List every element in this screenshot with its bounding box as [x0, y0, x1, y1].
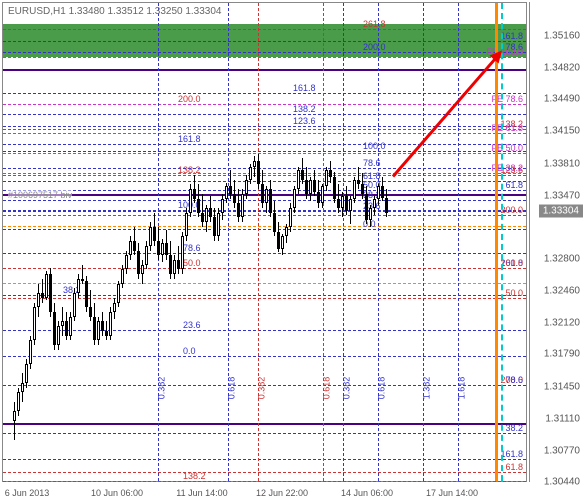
y-axis-label: 1.33810 — [544, 158, 580, 169]
fib-level-line — [3, 41, 526, 42]
time-fib-label: 1.618 — [456, 377, 466, 400]
fib-level-line — [3, 211, 526, 212]
y-axis-label: 1.31450 — [544, 381, 580, 392]
time-fib-label: 0.618 — [321, 377, 331, 400]
fib-level-line — [3, 168, 526, 169]
time-fib-line — [458, 3, 459, 481]
fib-level-line — [3, 226, 526, 227]
fib-level-label: 78.6 — [505, 375, 523, 385]
time-fib-line — [501, 3, 503, 481]
fib-level-line — [3, 57, 526, 58]
time-fib-line — [323, 3, 324, 481]
fib-level-label: 138.2 — [293, 104, 316, 114]
time-fib-label: 0.382 — [341, 377, 351, 400]
fib-level-line — [3, 173, 526, 174]
fib-level-line — [3, 181, 526, 182]
fib-level-label: 100.0 — [363, 141, 386, 151]
fib-level-line — [3, 144, 526, 145]
fib-level-line — [3, 69, 526, 71]
time-fib-label: 0.382 — [156, 377, 166, 400]
fib-level-label: 50.0 — [183, 258, 201, 268]
chart-title: EURUSD,H1 1.33480 1.33512 1.33250 1.3330… — [8, 6, 222, 17]
fib-level-line — [3, 253, 526, 254]
y-axis-label: 1.30770 — [544, 445, 580, 456]
fib-level-line — [3, 126, 526, 127]
fib-level-line — [3, 295, 526, 296]
account-label: #100697517 biv — [8, 190, 72, 200]
fib-level-line — [3, 175, 526, 176]
fib-level-label: 138.2 — [178, 165, 201, 175]
y-axis-label: 1.34820 — [544, 63, 580, 74]
fib-level-label: 50.0 — [505, 288, 523, 298]
fib-level-label: 261.8 — [363, 19, 386, 29]
y-axis-label: 1.31110 — [545, 413, 580, 424]
time-axis: 6 Jun 2013 10 Jun 06:00 11 Jun 14:00 12 Jun… — [2, 482, 527, 498]
fib-level-line — [3, 215, 526, 216]
fib-level-label: 161.8 — [293, 83, 316, 93]
fib-level-line — [3, 153, 526, 154]
y-axis-label: 1.30440 — [544, 477, 580, 488]
time-fib-line — [423, 3, 424, 481]
time-fib-line — [378, 3, 379, 481]
time-fib-label: 0.618 — [226, 377, 236, 400]
y-axis-label: 1.31790 — [544, 349, 580, 360]
fib-level-label: 200.0 — [500, 205, 523, 215]
fib-level-label: 200.0 — [178, 94, 201, 104]
time-fib-line — [228, 3, 229, 481]
time-fib-label: 0.382 — [256, 377, 266, 400]
fib-level-line — [3, 472, 526, 473]
fib-level-line — [3, 151, 526, 152]
current-price-marker: 1.33304 — [539, 205, 583, 218]
fib-level-line — [3, 52, 526, 53]
fib-level-line — [3, 459, 526, 460]
fib-level-line — [3, 133, 526, 134]
fib-level-label: 123.6 — [500, 165, 523, 175]
x-axis-label: 10 Jun 06:00 — [91, 488, 143, 498]
x-axis-label: 14 Jun 06:00 — [341, 488, 393, 498]
fib-level-label: 161.8 — [500, 449, 523, 459]
fib-level-line — [3, 104, 526, 105]
fib-level-label: 23.6 — [183, 320, 201, 330]
y-axis-label: 1.35160 — [544, 31, 580, 42]
fib-level-label: 61.8 — [505, 180, 523, 190]
fib-level-label: 161.8 — [178, 134, 201, 144]
fib-level-label: 138.2 — [183, 471, 206, 481]
y-axis-label: 1.33470 — [544, 190, 580, 201]
price-axis: 1.35160 1.34820 1.34490 1.34150 1.33810 1.334… — [529, 2, 583, 482]
time-fib-line — [258, 3, 259, 481]
fib-level-line — [3, 298, 526, 299]
y-axis-label: 1.32120 — [544, 318, 580, 329]
fib-level-label: 100.0 — [500, 258, 523, 268]
fib-level-label: 161.8 — [500, 31, 523, 41]
fib-level-line — [3, 29, 526, 30]
fib-level-line — [3, 229, 526, 230]
chart-area[interactable]: EURUSD,H1 1.33480 1.33512 1.33250 1.3330… — [2, 2, 527, 482]
time-fib-line — [495, 3, 498, 481]
time-fib-line — [343, 3, 344, 481]
projection-arrow — [392, 55, 499, 178]
y-axis-label: 1.32800 — [544, 254, 580, 265]
fib-level-line — [3, 423, 526, 425]
x-axis-label: 12 Jun 22:00 — [256, 488, 308, 498]
fib-level-label: 200.0 — [363, 42, 386, 52]
x-axis-label: 6 Jun 2013 — [5, 488, 50, 498]
x-axis-label: 11 Jun 14:00 — [176, 488, 227, 498]
y-axis-label: 1.32460 — [544, 286, 580, 297]
y-axis-label: 1.34150 — [544, 126, 580, 137]
fib-level-line — [3, 129, 526, 130]
x-axis-label: 17 Jun 14:00 — [426, 488, 478, 498]
fib-level-label: 78.6 — [183, 243, 201, 253]
fib-level-label: 123.6 — [293, 116, 316, 126]
fib-level-line — [3, 433, 526, 434]
fib-level-line — [3, 93, 526, 94]
fib-level-label: 0.0 — [183, 346, 196, 356]
time-fib-label: 0.618 — [376, 377, 386, 400]
fib-level-label: 38.2 — [505, 423, 523, 433]
y-axis-label: 1.34490 — [544, 94, 580, 105]
fib-level-line — [3, 330, 526, 331]
fib-level-line — [3, 356, 526, 357]
time-fib-label: 1.382 — [421, 377, 431, 400]
fib-level-label: 61.8 — [505, 462, 523, 472]
